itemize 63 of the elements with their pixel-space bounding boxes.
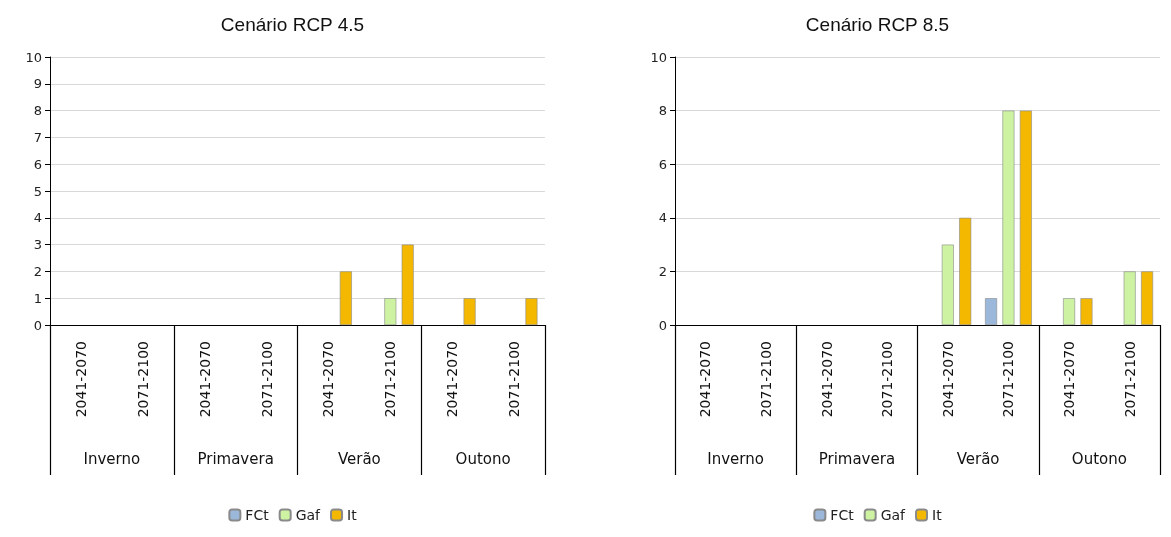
- text: Outono: [1071, 449, 1127, 468]
- x-tick-label: 2071-2100: [757, 341, 774, 418]
- legend-label: FCt: [245, 507, 270, 523]
- bar: [339, 271, 352, 325]
- legend-label: FCt: [830, 507, 855, 523]
- bar: [401, 244, 414, 325]
- legend-label: It: [932, 507, 943, 523]
- y-tick-label: 10: [25, 49, 42, 65]
- x-tick-label: 2041-2070: [320, 341, 337, 418]
- y-tick-label: 6: [658, 156, 667, 172]
- text: Outono: [455, 449, 511, 468]
- y-tick-label: 5: [33, 183, 42, 199]
- y-tick-label: 2: [658, 263, 667, 279]
- bar: [1002, 110, 1015, 325]
- bar: [959, 217, 972, 325]
- chart-title: Cenário RCP 4.5: [220, 14, 365, 35]
- bar: [1063, 298, 1076, 325]
- y-tick-label: 10: [650, 49, 667, 65]
- bar: [1141, 271, 1154, 325]
- x-tick-label: 2041-2070: [697, 341, 714, 418]
- legend-label: It: [347, 507, 358, 523]
- text: Primavera: [818, 449, 896, 468]
- x-tick-label: 2041-2070: [444, 341, 461, 418]
- y-tick-label: 8: [658, 103, 667, 119]
- x-tick-label: 2041-2070: [939, 341, 956, 418]
- bar: [1080, 298, 1093, 325]
- y-tick-label: 0: [658, 317, 667, 333]
- text: Verão: [337, 449, 381, 468]
- legend-label: Gaf: [295, 507, 322, 523]
- y-tick-label: 4: [33, 210, 42, 226]
- chart-title: Cenário RCP 8.5: [805, 14, 950, 35]
- x-tick-label: 2071-2100: [1121, 341, 1138, 418]
- y-tick-label: 8: [33, 103, 42, 119]
- y-tick-label: 9: [33, 76, 42, 92]
- y-tick-label: 3: [33, 237, 42, 253]
- x-tick-label: 2041-2070: [196, 341, 213, 418]
- text: Primavera: [197, 449, 274, 468]
- x-tick-label: 2071-2100: [258, 341, 275, 418]
- bar: [985, 298, 998, 325]
- y-tick-label: 4: [658, 210, 667, 226]
- y-tick-label: 6: [33, 156, 42, 172]
- x-tick-label: 2071-2100: [134, 341, 151, 418]
- bar: [1123, 271, 1136, 325]
- x-tick-label: 2041-2070: [72, 341, 89, 418]
- x-tick-label: 2041-2070: [818, 341, 835, 418]
- text: Inverno: [83, 449, 141, 468]
- x-tick-label: 2071-2100: [506, 341, 523, 418]
- y-tick-label: 0: [33, 317, 42, 333]
- bar: [525, 298, 538, 325]
- x-tick-label: 2071-2100: [1000, 341, 1017, 418]
- text: Verão: [956, 449, 1000, 468]
- text: Inverno: [707, 449, 764, 468]
- x-tick-label: 2041-2070: [1061, 341, 1078, 418]
- x-tick-label: 2071-2100: [879, 341, 896, 418]
- bar: [384, 298, 397, 325]
- y-tick-label: 2: [33, 263, 42, 279]
- legend-label: Gaf: [880, 507, 907, 523]
- bar: [1019, 110, 1032, 325]
- y-tick-label: 1: [33, 290, 42, 306]
- bar: [941, 244, 954, 325]
- bar: [463, 298, 476, 325]
- x-tick-label: 2071-2100: [382, 341, 399, 418]
- y-tick-label: 7: [33, 129, 42, 145]
